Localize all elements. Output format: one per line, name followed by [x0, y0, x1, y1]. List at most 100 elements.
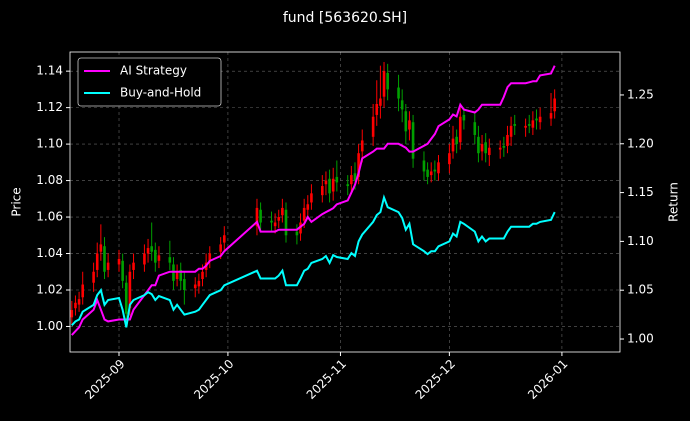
candle-body	[81, 284, 85, 298]
y-tick-label: 1.04	[36, 246, 63, 260]
candle-body	[506, 134, 509, 146]
candle-body	[455, 136, 458, 145]
candle-body	[124, 282, 128, 314]
candle-body	[175, 271, 179, 280]
candle-body	[375, 103, 379, 115]
candle-body	[121, 260, 124, 281]
candle-body	[429, 171, 433, 176]
legend-label: AI Strategy	[120, 64, 187, 78]
candle-body	[193, 284, 197, 289]
y2-tick-label: 1.20	[627, 136, 654, 150]
candle-body	[549, 113, 553, 119]
candle-body	[295, 231, 299, 236]
candle-body	[255, 207, 259, 227]
candle-body	[400, 100, 404, 110]
candle-body	[328, 178, 331, 194]
candle-body	[128, 271, 132, 309]
chart-title: fund [563620.SH]	[283, 10, 407, 26]
candle-body	[411, 122, 415, 159]
candle-body	[99, 244, 103, 252]
candle-body	[346, 184, 350, 187]
y-tick-label: 1.10	[36, 137, 63, 151]
candle-body	[484, 142, 487, 154]
candle-body	[222, 235, 226, 243]
candle-body	[513, 124, 517, 126]
candle-body	[197, 280, 201, 287]
candle-body	[208, 253, 212, 261]
candle-body	[150, 246, 153, 252]
candle-body	[382, 71, 386, 97]
candle-body	[462, 114, 466, 121]
candle-body	[502, 145, 506, 148]
candle-body	[310, 193, 313, 203]
candle-body	[95, 253, 99, 270]
candle-body	[480, 144, 484, 152]
candle-body	[168, 257, 172, 263]
candle-body	[306, 204, 310, 210]
candle-body	[353, 173, 357, 181]
candle-body	[531, 120, 535, 128]
candle-body	[117, 258, 121, 265]
candle-body	[437, 162, 440, 174]
candle-body	[524, 125, 527, 128]
y2-axis-label: Return	[667, 182, 681, 222]
candle-body	[201, 271, 204, 280]
candle-body	[335, 176, 339, 183]
candle-body	[284, 209, 288, 236]
candle-body	[433, 169, 437, 172]
candle-body	[509, 125, 513, 137]
line-series	[71, 194, 556, 328]
candle-body	[146, 248, 150, 254]
candle-body	[219, 244, 222, 252]
candle-body	[157, 255, 161, 261]
y2-tick-label: 1.25	[627, 87, 654, 101]
y2-tick-label: 1.05	[627, 283, 654, 297]
candle-body	[379, 98, 382, 106]
y-tick-label: 1.02	[36, 282, 63, 296]
candle-body	[183, 279, 186, 290]
candle-body	[259, 209, 262, 223]
candle-body	[77, 299, 81, 305]
candle-body	[103, 246, 106, 272]
candle-body	[408, 120, 411, 130]
candle-body	[426, 169, 429, 177]
candle-body	[179, 269, 183, 281]
candle-body	[270, 220, 273, 223]
y-axis-label: Price	[10, 187, 24, 216]
legend-label: Buy-and-Hold	[120, 86, 201, 100]
candle-body	[386, 72, 389, 90]
candle-body	[535, 118, 538, 121]
y-tick-label: 1.06	[36, 210, 63, 224]
candle-body	[277, 217, 281, 221]
candle-body	[451, 138, 455, 152]
candle-body	[299, 222, 302, 234]
candle-body	[538, 116, 542, 123]
candle-body	[458, 116, 462, 143]
y2-tick-label: 1.10	[627, 234, 654, 248]
line-series	[71, 65, 556, 336]
candle-body	[302, 207, 306, 221]
candle-body	[488, 147, 491, 156]
candle-body	[324, 180, 328, 185]
candle-body	[527, 124, 531, 126]
candle-body	[477, 136, 480, 154]
candle-body	[498, 147, 502, 150]
candle-body	[448, 153, 451, 165]
candle-body	[397, 87, 400, 99]
candle-body	[70, 310, 74, 318]
plot-frame	[69, 51, 621, 353]
y-tick-label: 1.14	[36, 64, 63, 78]
candle-body	[404, 111, 408, 132]
candle-body	[331, 178, 335, 192]
candle-body	[553, 98, 556, 112]
candle-body	[132, 262, 135, 270]
y2-tick-label: 1.00	[627, 332, 654, 346]
candle-body	[92, 271, 95, 283]
legend-box	[77, 57, 222, 107]
candle-body	[74, 302, 77, 309]
candle-body	[360, 140, 364, 152]
candle-body	[371, 116, 375, 137]
candle-body	[422, 160, 426, 172]
